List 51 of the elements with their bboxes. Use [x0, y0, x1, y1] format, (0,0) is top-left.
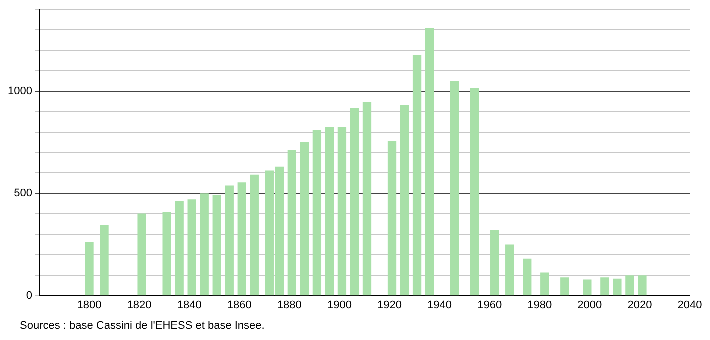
bar	[238, 182, 246, 296]
bar	[638, 276, 647, 296]
x-tick-label: 2020	[628, 299, 652, 312]
bar	[388, 141, 397, 296]
bar	[425, 28, 434, 296]
bar	[138, 214, 146, 296]
bar	[350, 108, 360, 296]
source-note: Sources : base Cassini de l'EHESS et base Insee.	[20, 320, 265, 332]
bar	[200, 194, 209, 296]
bar	[560, 278, 570, 296]
bar	[600, 278, 610, 296]
x-tick-label: 1900	[327, 299, 352, 312]
bar	[338, 127, 347, 296]
y-tick-label: 500	[14, 188, 32, 200]
bar	[175, 201, 184, 296]
y-tick-label: 1000	[8, 85, 32, 98]
x-tick-label: 1820	[127, 299, 152, 312]
x-tick-label: 1800	[77, 299, 102, 312]
x-tick-label: 1840	[177, 299, 202, 312]
bar	[506, 244, 514, 296]
bar	[312, 130, 322, 296]
y-tick-label: 0	[26, 290, 32, 302]
bar	[325, 127, 334, 296]
x-tick-label: 1980	[528, 299, 552, 312]
bar	[188, 200, 196, 296]
bar	[225, 186, 234, 296]
bar	[100, 225, 109, 296]
bar	[626, 276, 634, 296]
x-tick-label: 1880	[277, 299, 302, 312]
x-tick-label: 1940	[428, 299, 452, 312]
bar	[362, 102, 372, 296]
bar	[250, 174, 259, 296]
bar	[212, 196, 222, 296]
x-tick-label: 1860	[227, 299, 252, 312]
bar	[400, 104, 410, 296]
bar	[490, 230, 500, 296]
bar	[540, 272, 550, 296]
bar	[162, 212, 172, 296]
bar	[85, 242, 94, 296]
x-tick-label: 2040	[678, 299, 702, 312]
bar	[613, 278, 622, 296]
bar	[583, 280, 592, 296]
x-tick-label: 1960	[478, 299, 502, 312]
bar	[523, 258, 532, 296]
bar	[450, 81, 460, 296]
bar	[300, 142, 310, 296]
bar	[412, 55, 422, 296]
x-tick-label: 1920	[378, 299, 402, 312]
x-tick-label: 2000	[578, 299, 602, 312]
bar	[288, 150, 297, 296]
bar	[470, 88, 480, 296]
